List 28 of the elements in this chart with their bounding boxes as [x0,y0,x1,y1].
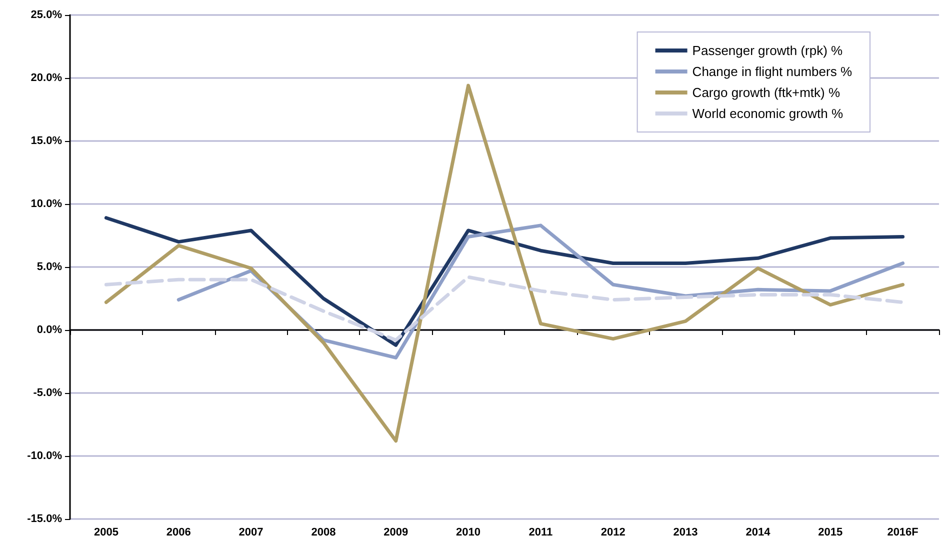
y-tick-label: 5.0% [36,261,62,273]
x-tick-label: 2005 [94,526,118,538]
legend-label: World economic growth % [692,106,844,121]
x-tick-label: 2013 [673,526,698,538]
y-tick-label: -10.0% [27,450,62,462]
y-tick-label: 20.0% [30,72,62,84]
y-tick-label: 0.0% [36,324,62,336]
x-tick-label: 2011 [528,526,553,538]
x-tick-label: 2007 [238,526,264,538]
x-tick-label: 2014 [746,526,772,538]
x-tick-label: 2016F [887,526,919,538]
x-tick-label: 2006 [166,526,191,538]
y-tick-label: 25.0% [30,9,62,21]
x-tick-label: 2010 [456,526,481,538]
x-tick-label: 2015 [818,526,843,538]
legend-label: Passenger growth (rpk) % [692,43,844,58]
y-tick-label: -5.0% [33,387,62,399]
legend-label: Change in flight numbers % [692,64,852,79]
y-tick-label: 15.0% [30,135,62,147]
y-tick-label: -15.0% [27,513,62,525]
x-tick-label: 2009 [384,526,408,538]
line-series [104,216,905,347]
x-tick-label: 2012 [600,526,626,538]
line-series [104,275,905,342]
x-tick-label: 2008 [311,526,336,538]
line-series [104,84,905,443]
y-tick-label: 10.0% [30,198,62,210]
legend-label: Cargo growth (ftk+mtk) % [692,85,840,100]
